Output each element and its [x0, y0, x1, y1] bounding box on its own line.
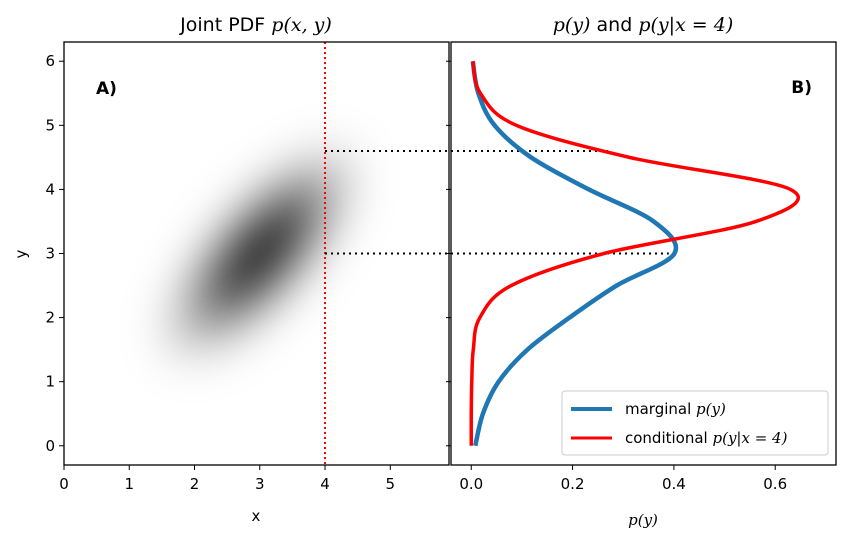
joint-pdf-density: [166, 149, 353, 358]
legend-label-conditional: conditional p(y|x = 4): [625, 429, 788, 447]
panel-b: 0.0 0.2 0.4 0.6 B) p(y) and p(y|x = 4) p(y)…: [446, 14, 837, 529]
x-tick-label: 2: [190, 475, 200, 493]
x-tick-label: 0.2: [561, 475, 585, 493]
y-tick-label: 5: [45, 116, 55, 134]
x-tick-label: 3: [255, 475, 265, 493]
x-axis-label-b: p(y): [628, 511, 658, 529]
panel-label-a: A): [96, 79, 117, 99]
x-tick-label: 0.6: [763, 475, 787, 493]
x-tick-label: 0.4: [662, 475, 686, 493]
panel-a: 0 1 2 3 4 5 0 1 2 3 4 5 6 A) Joint PDF p(x, y) x y: [12, 14, 450, 525]
panel-a-dotted-lines: [325, 149, 449, 255]
density-layer: [237, 228, 282, 279]
x-axis-label-a: x: [252, 507, 261, 525]
legend-label-marginal: marginal p(y): [625, 400, 726, 418]
y-tick-label: 1: [45, 373, 55, 391]
y-tick-label: 6: [45, 52, 55, 70]
legend-box: [561, 390, 829, 456]
x-tick-label: 0: [59, 475, 69, 493]
x-tick-label: 5: [385, 475, 395, 493]
y-tick-label: 4: [45, 180, 55, 198]
y-axis-label-a: y: [12, 249, 30, 258]
x-tick-label: 4: [320, 475, 330, 493]
legend: marginal p(y) conditional p(y|x = 4): [561, 390, 829, 456]
panel-a-ticks: 0 1 2 3 4 5 0 1 2 3 4 5 6: [45, 52, 395, 493]
y-tick-label: 0: [45, 437, 55, 455]
y-tick-label: 3: [45, 245, 55, 263]
y-tick-label: 2: [45, 309, 55, 327]
chart-title-b: p(y) and p(y|x = 4): [553, 14, 734, 36]
conditional-curve: [469, 60, 800, 446]
chart-title-a: Joint PDF p(x, y): [179, 14, 332, 36]
marginal-curve: [470, 60, 679, 447]
x-tick-label: 1: [124, 475, 134, 493]
x-tick-label: 0.0: [459, 475, 483, 493]
panel-label-b: B): [791, 78, 812, 98]
panel-b-series: [469, 60, 800, 447]
panel-b-ticks: 0.0 0.2 0.4 0.6: [446, 60, 787, 493]
panel-b-dotted-lines: [451, 149, 669, 255]
